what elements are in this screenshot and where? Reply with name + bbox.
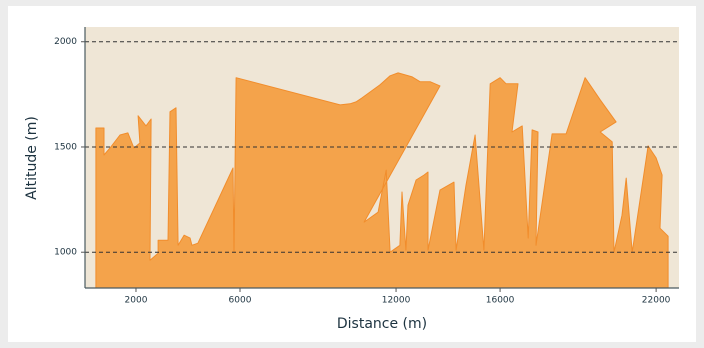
x-tick-label: 12000 [382,296,411,306]
y-tick-label: 2000 [54,37,77,47]
x-tick-label: 6000 [229,296,252,306]
chart: Distance (m) Altitude (m) 1000 1500 2000 20… [24,27,679,332]
x-axis-label: Distance (m) [337,316,427,332]
y-axis-label: Altitude (m) [24,116,40,200]
x-tick-label: 22000 [642,296,671,306]
altitude-area [95,72,669,289]
x-tick-label: 2000 [125,296,148,306]
x-tick-label: 16000 [486,296,515,306]
y-tick-label: 1500 [54,142,77,152]
card: Distance (m) Altitude (m) 1000 1500 2000 20… [8,6,696,342]
y-tick-label: 1000 [54,248,77,258]
